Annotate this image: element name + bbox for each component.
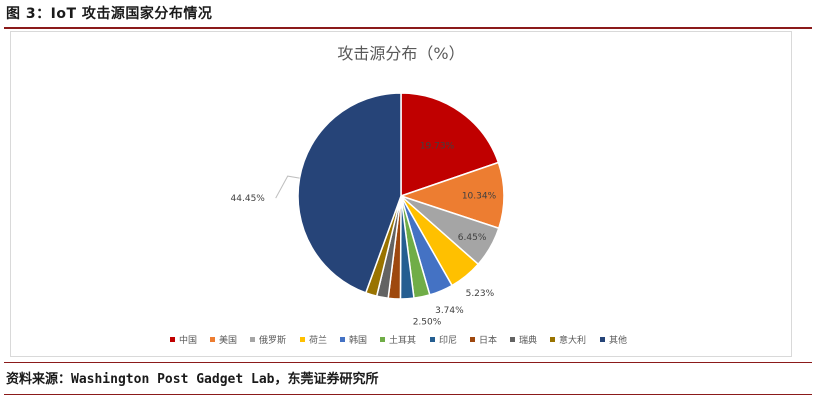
end-rule: [4, 394, 812, 395]
legend-item-4: 韩国: [340, 334, 367, 346]
legend-label-2: 俄罗斯: [259, 334, 286, 346]
data-label-3: 5.23%: [466, 289, 495, 299]
legend-swatch-0: [170, 337, 175, 342]
legend-item-5: 土耳其: [380, 334, 416, 346]
legend-swatch-6: [430, 337, 435, 342]
legend: 中国 美国 俄罗斯 荷兰 韩国 土耳其 印尼 日本 瑞典 意大利 其他: [170, 334, 627, 346]
legend-swatch-8: [510, 337, 515, 342]
legend-item-10: 其他: [600, 334, 627, 346]
legend-swatch-4: [340, 337, 345, 342]
legend-item-8: 瑞典: [510, 334, 537, 346]
legend-swatch-2: [250, 337, 255, 342]
data-label-0: 19.73%: [420, 142, 455, 152]
figure-title: 图 3：IoT 攻击源国家分布情况: [6, 6, 213, 22]
data-label-2: 6.45%: [458, 233, 487, 243]
data-label-1: 10.34%: [462, 192, 497, 202]
slice-labels: 19.73% 10.34% 6.45% 5.23%3.74%2.50% 44.45%: [231, 142, 497, 328]
chart-title: 攻击源分布（%）: [337, 44, 464, 63]
legend-swatch-7: [470, 337, 475, 342]
legend-swatch-1: [210, 337, 215, 342]
legend-label-6: 印尼: [439, 334, 457, 346]
legend-item-3: 荷兰: [300, 334, 327, 346]
legend-swatch-9: [550, 337, 555, 342]
data-label-4: 3.74%: [435, 306, 464, 316]
legend-swatch-3: [300, 337, 305, 342]
legend-label-4: 韩国: [349, 334, 367, 346]
legend-item-6: 印尼: [430, 334, 457, 346]
legend-label-10: 其他: [609, 334, 627, 346]
legend-label-0: 中国: [179, 334, 197, 346]
data-label-5: 2.50%: [413, 317, 442, 327]
bottom-rule: [4, 362, 812, 363]
legend-label-8: 瑞典: [519, 334, 537, 346]
pie-slice-10: [297, 92, 402, 294]
pie-slices: [297, 92, 505, 300]
legend-swatch-10: [600, 337, 605, 342]
top-rule: [4, 27, 812, 29]
legend-label-1: 美国: [219, 334, 237, 346]
source-note: 资料来源：Washington Post Gadget Lab，东莞证券研究所: [6, 372, 379, 387]
legend-item-2: 俄罗斯: [250, 334, 286, 346]
legend-item-0: 中国: [170, 334, 197, 346]
legend-item-9: 意大利: [550, 334, 586, 346]
legend-label-9: 意大利: [559, 334, 586, 346]
legend-label-5: 土耳其: [389, 334, 416, 346]
legend-label-3: 荷兰: [309, 334, 327, 346]
legend-item-7: 日本: [470, 334, 497, 346]
leader-line-10: [275, 175, 300, 199]
legend-swatch-5: [380, 337, 385, 342]
data-label-10: 44.45%: [231, 194, 266, 204]
legend-label-7: 日本: [479, 334, 497, 346]
legend-item-1: 美国: [210, 334, 237, 346]
pie-chart: 攻击源分布（%） 19.73% 10.34% 6.45% 5.23%3.74%2.50…: [170, 44, 627, 346]
